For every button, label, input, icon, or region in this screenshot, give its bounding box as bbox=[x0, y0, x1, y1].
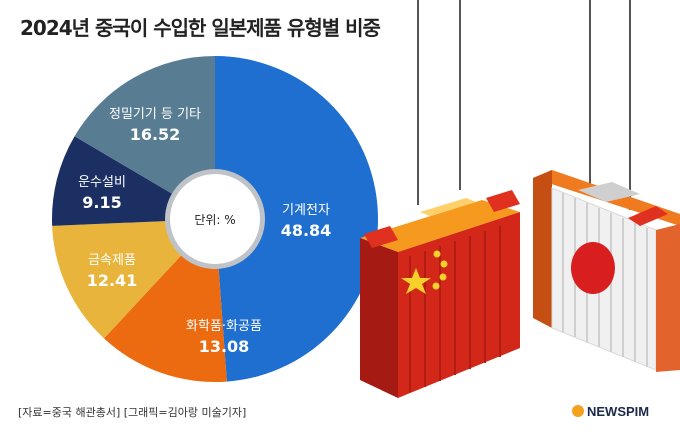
pie-slice bbox=[52, 219, 216, 339]
china-container bbox=[360, 190, 520, 398]
slice-category-label: 운수설비 bbox=[78, 175, 126, 190]
slice-value-label: 9.15 bbox=[82, 193, 121, 212]
pie-slice bbox=[74, 56, 215, 219]
slice-value-label: 48.84 bbox=[281, 221, 332, 240]
slice-category-label: 화학품·화공품 bbox=[186, 319, 262, 334]
japan-red-circle bbox=[571, 242, 615, 294]
brand-dot-icon bbox=[572, 405, 584, 417]
source-credit: [자료=중국 해관총서] [그래픽=김아랑 미술기자] bbox=[18, 406, 247, 419]
slice-category-label: 정밀기기 등 기타 bbox=[109, 107, 201, 122]
slice-value-label: 12.41 bbox=[87, 271, 138, 290]
japan-container bbox=[533, 170, 680, 372]
china-big-star bbox=[401, 268, 431, 294]
chart-title: 2024년 중국이 수입한 일본제품 유형별 비중 bbox=[20, 16, 381, 40]
slice-category-label: 금속제품 bbox=[88, 253, 136, 268]
slice-value-label: 16.52 bbox=[130, 125, 181, 144]
center-unit-label: 단위: % bbox=[194, 213, 235, 227]
center-hole bbox=[170, 174, 260, 264]
slice-category-label: 기계전자 bbox=[282, 203, 330, 218]
brand-name: NEWSPIM bbox=[587, 404, 650, 419]
pie-slice bbox=[215, 56, 378, 382]
brand-logo: NEWSPIM bbox=[572, 404, 649, 419]
slice-value-label: 13.08 bbox=[199, 337, 250, 356]
pie-chart: 기계전자 48.84 화학품·화공품 13.08 금속제품 12.41 운수설비 9.15 정밀… bbox=[51, 56, 378, 382]
